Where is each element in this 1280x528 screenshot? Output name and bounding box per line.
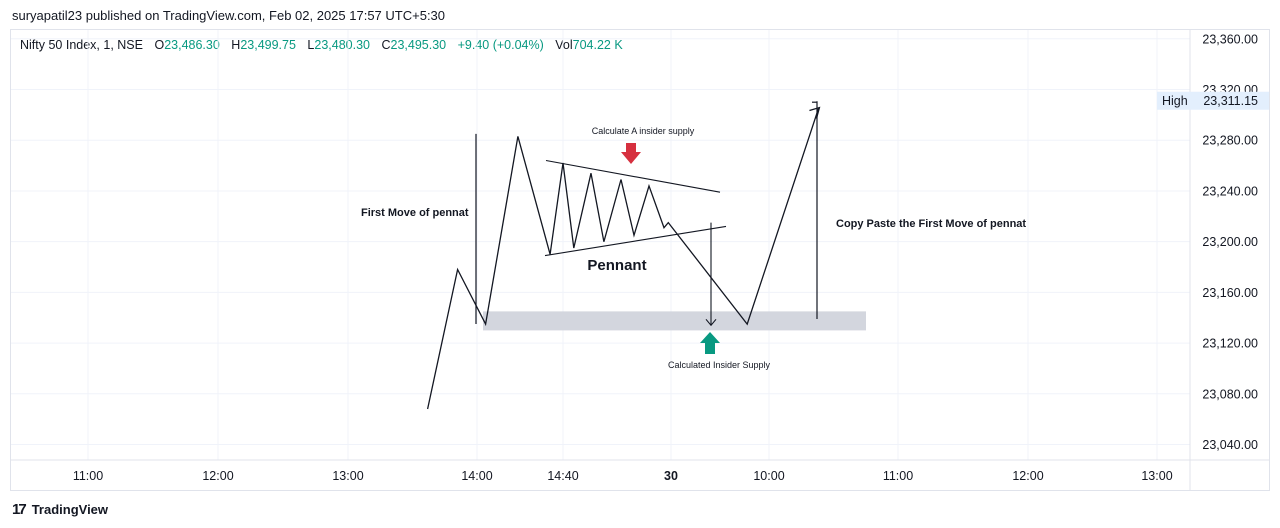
pennant-upper-line: [545, 159, 721, 193]
x-tick-label: 12:00: [1012, 469, 1043, 483]
annotation-calculated-supply: Calculated Insider Supply: [668, 360, 771, 370]
insider-supply-zone: [483, 311, 866, 331]
close-label: C: [381, 38, 391, 52]
y-tick-label: 23,160.00: [1202, 286, 1258, 300]
low-value: 23,480.30: [314, 38, 370, 52]
y-tick-label: 23,360.00: [1202, 32, 1258, 46]
price-path: [426, 108, 820, 410]
target-arrowhead: [705, 318, 717, 327]
high-marker-value: 23,311.15: [1203, 94, 1258, 108]
publisher-line: suryapatil23 published on TradingView.co…: [12, 8, 446, 23]
change-value: +9.40 (+0.04%): [457, 38, 544, 52]
open-value: 23,486.30: [164, 38, 220, 52]
high-marker-label: High: [1162, 94, 1188, 108]
chart-frame[interactable]: [10, 29, 1270, 491]
x-tick-label: 11:00: [883, 469, 913, 483]
red-down-arrow-icon: [621, 143, 641, 164]
pennant-lower-line: [544, 225, 727, 257]
y-tick-label: 23,240.00: [1202, 184, 1258, 198]
green-up-arrow-icon: [700, 332, 720, 354]
volume-value: 704.22 K: [572, 38, 623, 52]
footer-brand[interactable]: 17 TradingView: [12, 501, 108, 518]
open-label: O: [154, 38, 165, 52]
y-tick-label: 23,120.00: [1202, 337, 1258, 351]
ohlc-legend: Nifty 50 Index, 1, NSE O23,486.30 H23,49…: [20, 38, 631, 52]
x-tick-label: 10:00: [753, 469, 784, 483]
y-tick-label: 23,280.00: [1202, 134, 1258, 148]
low-label: L: [307, 38, 315, 52]
x-tick-label: 14:00: [461, 469, 492, 483]
x-tick-label: 13:00: [1141, 469, 1172, 483]
tradingview-logo-icon: 17: [12, 501, 27, 518]
annotation-pennant: Pennant: [587, 257, 646, 274]
close-value: 23,495.30: [390, 38, 447, 52]
y-tick-label: 23,080.00: [1202, 387, 1258, 401]
brand-name: TradingView: [31, 502, 109, 517]
symbol-label[interactable]: Nifty 50 Index, 1, NSE: [20, 38, 143, 52]
high-marker-bg: [1157, 91, 1269, 110]
annotation-calc-supply: Calculate A insider supply: [592, 126, 695, 136]
annotation-first-move: First Move of pennat: [361, 207, 469, 219]
high-value: 23,499.75: [240, 38, 296, 52]
annotation-copy-paste: Copy Paste the First Move of pennat: [836, 218, 1026, 230]
y-tick-label: 23,200.00: [1202, 235, 1258, 249]
x-tick-label: 30: [664, 469, 678, 483]
y-tick-label: 23,040.00: [1202, 438, 1258, 452]
high-label: H: [231, 38, 241, 52]
x-tick-label: 13:00: [332, 469, 363, 483]
volume-label: Vol: [555, 38, 573, 52]
x-tick-label: 11:00: [73, 469, 103, 483]
x-tick-label: 14:40: [547, 469, 578, 483]
x-tick-label: 12:00: [202, 469, 233, 483]
